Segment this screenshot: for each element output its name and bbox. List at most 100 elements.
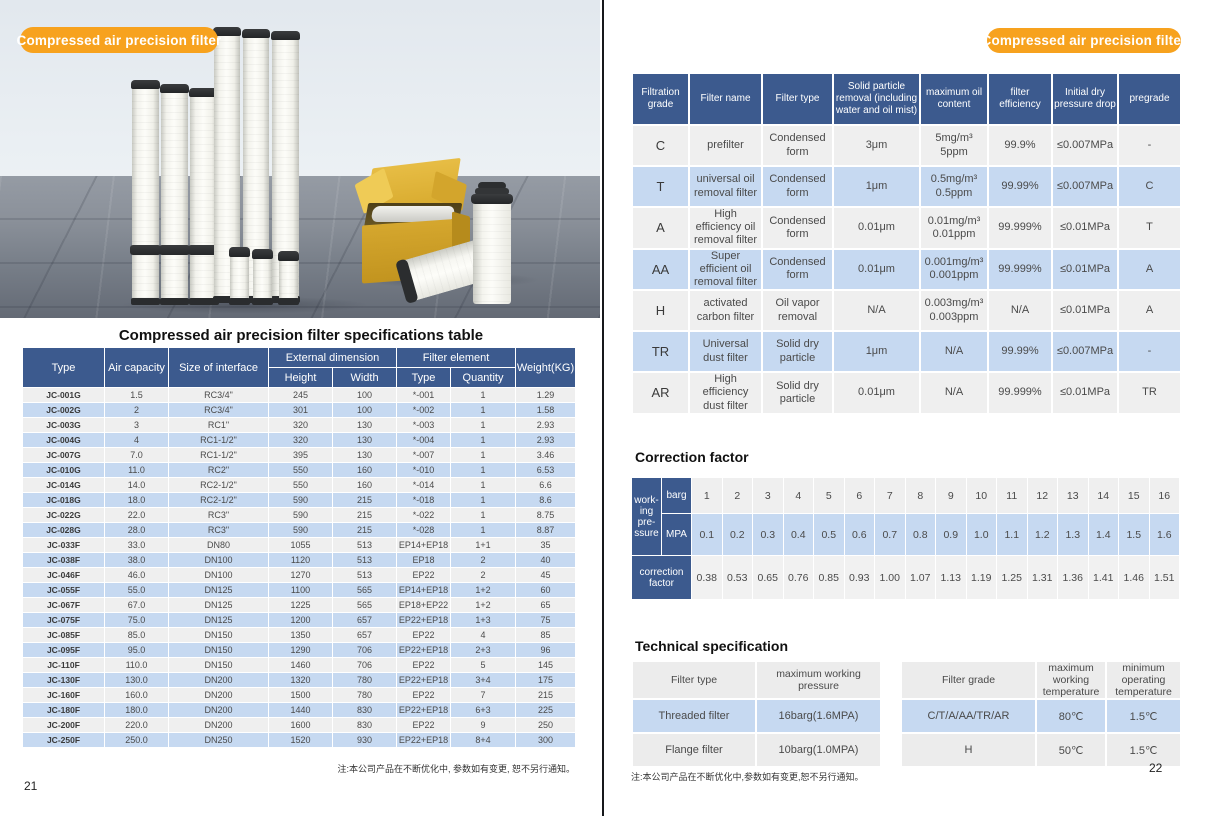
temperature-header-row: Filter grade maximum working temperature m…: [900, 659, 1182, 701]
table-cell: 6+3: [449, 702, 517, 718]
table-cell: 99.99%: [987, 330, 1053, 374]
table-cell: DN150: [168, 627, 269, 643]
table-cell: 160: [332, 462, 397, 478]
table-cell: RC2-1/2": [168, 477, 269, 493]
column-header: Solid particle removal (including water …: [832, 72, 921, 126]
filter-cartridge-small: [252, 249, 273, 305]
table-cell: ≤0.01MPa: [1051, 206, 1119, 250]
table-cell: DN200: [168, 687, 269, 703]
badge-label: Compressed air precision filter: [981, 33, 1187, 48]
table-cell: DN200: [168, 672, 269, 688]
table-cell: 40: [515, 552, 577, 568]
col-size: Size of interface: [168, 347, 269, 388]
table-cell: 1.5: [1118, 513, 1150, 556]
table-cell: 780: [332, 672, 397, 688]
table-cell: 1.29: [515, 387, 577, 403]
table-cell: 1: [449, 447, 517, 463]
table-cell: Flange filter: [631, 732, 757, 768]
table-cell: *-002: [396, 402, 451, 418]
table-cell: *-014: [396, 477, 451, 493]
table-cell: 130.0: [104, 672, 169, 688]
table-cell: 96: [515, 642, 577, 658]
table-cell: 1+3: [449, 612, 517, 628]
cartridge-base: [160, 298, 189, 305]
table-cell: 3+4: [449, 672, 517, 688]
table-cell: JC-014G: [22, 477, 105, 493]
table-cell: 830: [332, 717, 397, 733]
table-cell: 1320: [268, 672, 333, 688]
table-cell: 1.1: [996, 513, 1028, 556]
spec-row: JC-085F 85.0 DN150 1350 657 EP22 4 85: [22, 627, 577, 643]
table-cell: 1: [449, 387, 517, 403]
table-cell: 1.41: [1087, 555, 1119, 600]
table-cell: 0.65: [752, 555, 784, 600]
table-cell: RC3": [168, 507, 269, 523]
correction-row-mpa: MPA 0.1 0.2 0.3 0.4 0.5 0.6 0.7 0.8 0.9 1.0 1.1 1.2 1…: [632, 513, 1180, 556]
table-cell: ≤0.01MPa: [1051, 371, 1119, 415]
spec-row: JC-095F 95.0 DN150 1290 706 EP22+EP18 2+3 96: [22, 642, 577, 658]
table-cell: 12: [1026, 477, 1058, 514]
table-cell: JC-250F: [22, 732, 105, 748]
table-cell: Solid dry particle: [761, 371, 834, 415]
spec-row: JC-014G 14.0 RC2-1/2" 550 160 *-014 1 6.6: [22, 477, 577, 493]
table-cell: C: [1117, 165, 1182, 208]
table-cell: 11: [996, 477, 1028, 514]
table-cell: 550: [268, 462, 333, 478]
spec-row: JC-028G 28.0 RC3" 590 215 *-028 1 8.87: [22, 522, 577, 538]
table-cell: 46.0: [104, 567, 169, 583]
grade-row: TR Universal dust filter Solid dry particl…: [631, 330, 1182, 374]
cartridge-collar: [130, 245, 161, 255]
table-cell: 1.5: [104, 387, 169, 403]
table-cell: JC-200F: [22, 717, 105, 733]
table-cell: H: [900, 732, 1037, 769]
table-cell: Solid dry particle: [761, 330, 834, 374]
table-cell: 99.9%: [987, 124, 1053, 167]
table-cell: universal oil removal filter: [688, 165, 763, 208]
table-cell: 1290: [268, 642, 333, 658]
table-cell: High efficiency dust filter: [688, 371, 763, 415]
table-cell: 0.93: [843, 555, 875, 600]
table-cell: 1440: [268, 702, 333, 718]
table-cell: 225: [515, 702, 577, 718]
correction-row-factor: correction factor 0.38 0.53 0.65 0.76 0.85 0.9…: [631, 555, 1180, 600]
table-cell: 60: [515, 582, 577, 598]
table-cell: 1.2: [1026, 513, 1058, 556]
table-cell: 1.25: [996, 555, 1028, 600]
table-cell: JC-033F: [22, 537, 105, 553]
table-cell: RC3/4": [168, 402, 269, 418]
table-cell: 130: [332, 447, 397, 463]
table-cell: 0.1: [691, 513, 723, 556]
cartridge-base: [189, 298, 219, 305]
cartridge-cap: [229, 247, 250, 257]
table-cell: 85.0: [104, 627, 169, 643]
table-cell: 160.0: [104, 687, 169, 703]
table-cell: 513: [332, 537, 397, 553]
table-cell: 15: [1118, 477, 1150, 514]
table-cell: T: [631, 165, 690, 208]
table-cell: 1: [449, 492, 517, 508]
table-cell: JC-004G: [22, 432, 105, 448]
table-cell: 100: [332, 402, 397, 418]
column-header: maximum working pressure: [755, 660, 882, 700]
table-cell: 215: [332, 522, 397, 538]
spec-row: JC-018G 18.0 RC2-1/2" 590 215 *-018 1 8.6: [22, 492, 577, 508]
table-cell: 657: [332, 627, 397, 643]
table-cell: JC-003G: [22, 417, 105, 433]
table-cell: N/A: [919, 371, 989, 415]
column-header: pregrade: [1117, 72, 1182, 126]
cartridge-cap: [131, 80, 160, 89]
spec-row: JC-110F 110.0 DN150 1460 706 EP22 5 145: [22, 657, 577, 673]
table-cell: 215: [332, 492, 397, 508]
table-cell: AA: [631, 247, 690, 292]
table-cell: 1.4: [1087, 513, 1119, 556]
table-cell: -: [1117, 330, 1182, 374]
column-header: Filter name: [688, 72, 763, 126]
page-divider: [602, 0, 604, 816]
column-header: Filter type: [761, 72, 834, 126]
table-cell: TR: [631, 330, 690, 374]
table-cell: 1.07: [904, 555, 936, 600]
table-cell: 0.76: [782, 555, 814, 600]
table-cell: 14: [1087, 477, 1119, 514]
